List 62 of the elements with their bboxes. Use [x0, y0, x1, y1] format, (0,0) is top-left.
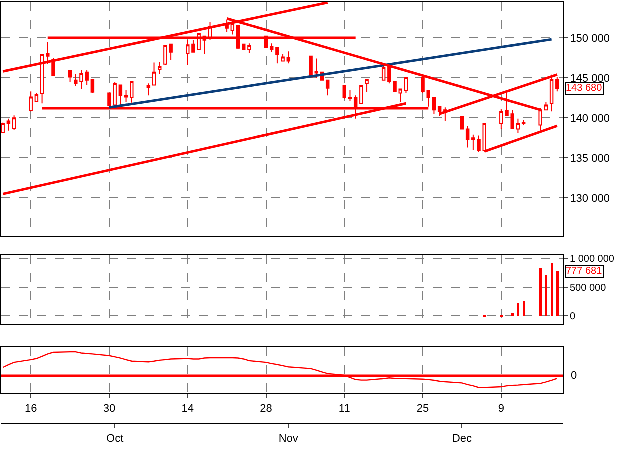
y-tick-label: 150 000 — [570, 32, 610, 45]
x-tick-label: 25 — [416, 402, 430, 415]
candlestick — [158, 62, 162, 75]
candlestick — [516, 118, 520, 134]
x2-tick-label: Dec — [452, 432, 472, 445]
candlestick — [404, 78, 408, 94]
bar — [523, 301, 525, 316]
y-tick-label: 140 000 — [570, 112, 610, 125]
bar — [551, 263, 553, 316]
x-tick-label: 28 — [260, 402, 272, 415]
bar — [539, 268, 542, 316]
y-tick-label: 500 000 — [570, 282, 607, 294]
candlestick — [432, 98, 436, 115]
candlestick — [544, 102, 548, 111]
candlestick — [360, 84, 364, 104]
y-tick-label: 1 000 000 — [570, 254, 615, 266]
y-tick-label: 130 000 — [570, 193, 610, 206]
candlestick — [6, 118, 11, 132]
candlestick — [365, 79, 369, 93]
bar — [517, 303, 519, 316]
candlestick — [242, 44, 246, 50]
candlestick — [522, 120, 526, 126]
candlestick — [130, 82, 134, 104]
candlestick — [118, 84, 123, 106]
candlestick — [326, 80, 330, 96]
candlestick — [124, 90, 128, 103]
candlestick — [348, 90, 352, 102]
x2-tick-label: Nov — [278, 432, 299, 445]
candlestick — [29, 91, 33, 112]
candlestick — [276, 47, 280, 64]
bar — [556, 271, 559, 316]
bar — [545, 275, 547, 316]
candlestick — [146, 83, 151, 96]
candlestick — [12, 115, 16, 131]
candlestick — [421, 78, 425, 94]
y-tick-label: 135 000 — [570, 152, 610, 165]
x-tick-label: 9 — [498, 402, 504, 415]
candlestick — [309, 56, 313, 78]
candlestick — [68, 70, 72, 83]
candlestick — [34, 92, 39, 103]
x-tick-label: 14 — [182, 402, 194, 415]
y-tick-label: 0 — [570, 312, 576, 323]
x-tick-label: 11 — [338, 402, 350, 415]
text: 777 681 — [566, 266, 603, 277]
candlestick — [460, 116, 464, 130]
candlestick — [382, 64, 386, 81]
candlestick — [46, 41, 50, 65]
bar — [511, 313, 514, 316]
y-tick-label: 145 000 — [570, 72, 610, 85]
x2-tick-label: Oct — [106, 432, 124, 445]
candlestick — [152, 62, 156, 86]
candlestick — [281, 53, 285, 62]
candlestick — [90, 79, 95, 94]
x-tick-label: 30 — [103, 402, 116, 415]
text: 143 680 — [566, 83, 603, 94]
x-tick-label: 16 — [24, 402, 38, 415]
candlestick — [270, 43, 274, 53]
candlestick — [342, 86, 347, 100]
candlestick — [314, 58, 319, 79]
candlestick — [286, 51, 291, 64]
candlestick — [466, 126, 470, 148]
candlestick — [248, 43, 252, 54]
